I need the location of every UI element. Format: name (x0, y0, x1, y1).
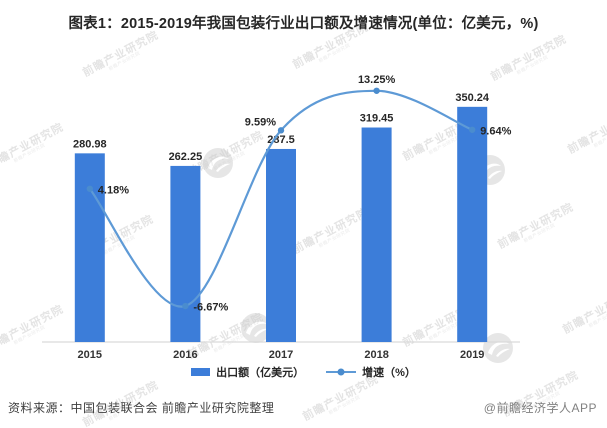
legend-growth-label: 增速（%） (362, 367, 416, 379)
rate-label-2018: 13.25% (358, 74, 396, 86)
bar-label-2017: 287.5 (267, 134, 295, 146)
line-marker-2018 (373, 87, 380, 94)
legend-bar-swatch (191, 368, 211, 376)
x-tick-2019: 2019 (460, 349, 484, 361)
legend-item-growth: 增速（%） (326, 364, 416, 380)
bar-2019 (457, 106, 488, 342)
bar-2016 (170, 165, 201, 342)
x-tick-2018: 2018 (364, 349, 388, 361)
rate-label-2016: -6.67% (193, 302, 228, 314)
bar-label-2018: 319.45 (360, 113, 394, 125)
bar-2017 (266, 148, 296, 342)
line-marker-2017 (277, 127, 285, 134)
rate-label-2015: 4.18% (98, 184, 129, 196)
legend-export-label: 出口额（亿美元） (216, 367, 305, 379)
legend-line-marker (337, 368, 345, 376)
bar-2018 (361, 127, 392, 342)
bar-label-2016: 262.25 (169, 151, 203, 163)
chart-title: 图表1：2015-2019年我国包装行业出口额及增速情况(单位：亿美元，%) (68, 16, 539, 32)
line-marker-2016 (182, 302, 189, 310)
bar-label-2015: 280.98 (73, 138, 107, 150)
x-tick-2015: 2015 (78, 349, 102, 361)
rate-label-2019: 9.64% (480, 125, 511, 137)
bar-2015 (74, 153, 105, 342)
x-tick-2017: 2017 (269, 349, 293, 361)
bar-label-2019: 350.24 (455, 92, 490, 104)
legend-line-swatch (326, 368, 357, 376)
growth-line (88, 89, 474, 308)
legend-item-export: 出口额（亿美元） (191, 364, 304, 380)
rate-label-2017: 9.59% (245, 116, 276, 128)
x-tick-2016: 2016 (173, 349, 197, 361)
source-note: 资料来源：中国包装联合会 前瞻产业研究院整理 (8, 401, 275, 415)
credit-note: @前瞻经济学人APP (483, 401, 597, 415)
line-marker-2015 (86, 185, 94, 192)
footer: 资料来源：中国包装联合会 前瞻产业研究院整理 @前瞻经济学人APP (0, 399, 607, 416)
line-marker-2019 (469, 126, 476, 133)
chart-legend: 出口额（亿美元） 增速（%） (0, 364, 607, 380)
